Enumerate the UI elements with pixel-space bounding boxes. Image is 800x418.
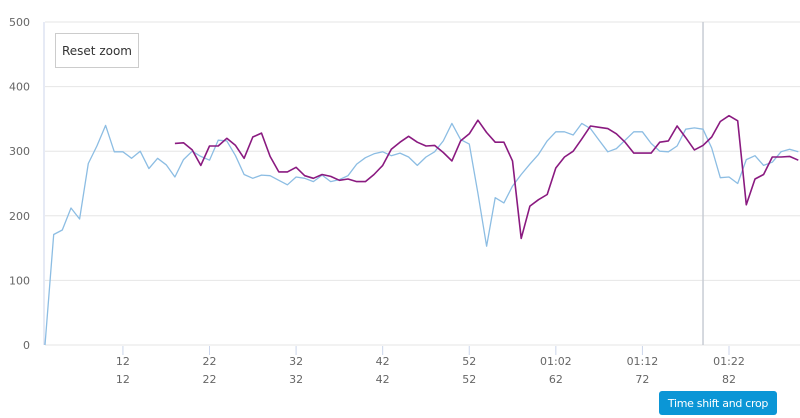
y-tick-label: 300: [9, 145, 30, 158]
x-tick-label-time: 12: [116, 355, 130, 368]
time-shift-crop-button[interactable]: Time shift and crop: [659, 391, 777, 415]
x-tick-label-time: 52: [462, 355, 476, 368]
x-tick-label-time: 22: [203, 355, 217, 368]
x-tick-label-time: 32: [289, 355, 303, 368]
gridlines: [43, 21, 800, 346]
x-tick-label-index: 52: [462, 373, 476, 386]
y-tick-label: 100: [9, 274, 30, 287]
y-axis-labels: 0 100 200 300 400 500: [9, 16, 30, 352]
y-tick-label: 0: [23, 339, 30, 352]
series-line-2: [174, 114, 799, 240]
x-tick-label-index: 22: [203, 373, 217, 386]
y-tick-label: 200: [9, 210, 30, 223]
x-tick-label-index: 12: [116, 373, 130, 386]
reset-zoom-button[interactable]: Reset zoom: [55, 33, 139, 68]
y-tick-label: 400: [9, 81, 30, 94]
x-tick-label-index: 82: [722, 373, 736, 386]
x-tick-label-index: 62: [549, 373, 563, 386]
series-line-1: [44, 122, 799, 346]
x-tick-label-index: 32: [289, 373, 303, 386]
x-tick-label-time: 01:02: [540, 355, 572, 368]
y-tick-label: 500: [9, 16, 30, 29]
x-tick-label-index: 72: [635, 373, 649, 386]
series-lines: [44, 114, 799, 346]
x-tick-label-time: 42: [376, 355, 390, 368]
x-tick-label-time: 01:12: [627, 355, 659, 368]
x-axis-labels: 12 12 22 22 32 32 42 42 52 52 01:02 62 01:12 72 01:22 8…: [116, 346, 745, 386]
x-tick-label-time: 01:22: [713, 355, 745, 368]
x-tick-label-index: 42: [376, 373, 390, 386]
